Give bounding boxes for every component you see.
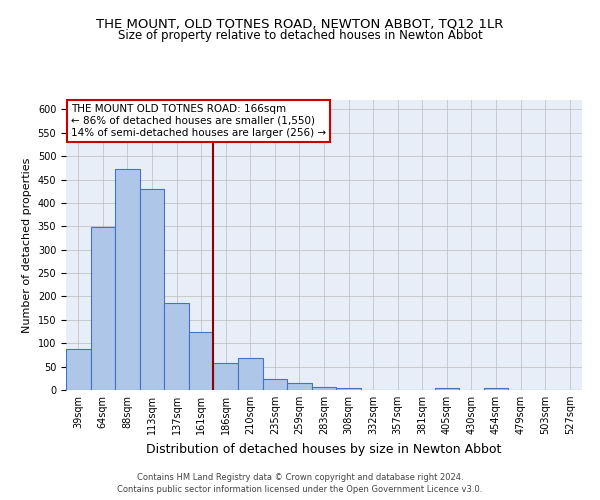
X-axis label: Distribution of detached houses by size in Newton Abbot: Distribution of detached houses by size … <box>146 442 502 456</box>
Bar <box>91 227 115 390</box>
Bar <box>312 386 336 390</box>
Bar <box>164 304 189 390</box>
Bar <box>214 364 238 390</box>
Bar <box>336 388 361 390</box>
Text: THE MOUNT, OLD TOTNES ROAD, NEWTON ABBOT, TQ12 1LR: THE MOUNT, OLD TOTNES ROAD, NEWTON ABBOT… <box>97 18 503 30</box>
Bar <box>115 169 140 390</box>
Bar <box>434 388 459 390</box>
Bar <box>263 379 287 390</box>
Bar <box>287 384 312 390</box>
Text: THE MOUNT OLD TOTNES ROAD: 166sqm
← 86% of detached houses are smaller (1,550)
1: THE MOUNT OLD TOTNES ROAD: 166sqm ← 86% … <box>71 104 326 138</box>
Bar <box>140 189 164 390</box>
Bar <box>189 332 214 390</box>
Text: Contains HM Land Registry data © Crown copyright and database right 2024.
Contai: Contains HM Land Registry data © Crown c… <box>118 472 482 494</box>
Bar <box>484 388 508 390</box>
Y-axis label: Number of detached properties: Number of detached properties <box>22 158 32 332</box>
Bar <box>66 349 91 390</box>
Text: Size of property relative to detached houses in Newton Abbot: Size of property relative to detached ho… <box>118 29 482 42</box>
Bar <box>238 358 263 390</box>
